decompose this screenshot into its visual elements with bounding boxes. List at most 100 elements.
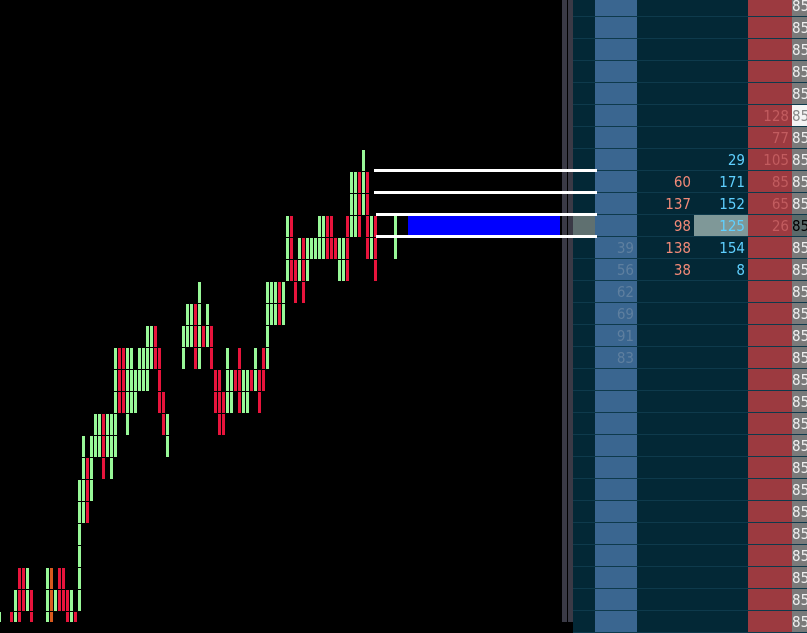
buy-volume-cell[interactable] <box>694 369 748 391</box>
ladder-row[interactable]: 85 <box>573 83 807 105</box>
price-chart[interactable] <box>0 0 560 622</box>
ladder-row[interactable]: 85 <box>573 523 807 545</box>
price-cell[interactable]: 85 <box>792 61 807 83</box>
ladder-row[interactable]: 69 85 <box>573 303 807 325</box>
buy-volume-cell[interactable]: 171 <box>694 171 748 193</box>
ask-size-cell[interactable]: 85 <box>748 171 792 193</box>
ask-size-cell[interactable] <box>748 237 792 259</box>
ladder-marker-cell[interactable] <box>573 479 595 501</box>
ladder-marker-cell[interactable] <box>573 567 595 589</box>
price-ladder[interactable]: 8585858585128857785291058560171858513715… <box>573 0 807 633</box>
ladder-row[interactable]: 85 <box>573 0 807 17</box>
buy-volume-cell[interactable] <box>694 457 748 479</box>
ladder-marker-cell[interactable] <box>573 149 595 171</box>
bid-size-cell[interactable] <box>595 17 637 39</box>
ladder-marker-cell[interactable] <box>573 413 595 435</box>
buy-volume-cell[interactable] <box>694 501 748 523</box>
bid-size-cell[interactable] <box>595 171 637 193</box>
buy-volume-cell[interactable] <box>694 281 748 303</box>
ladder-row[interactable]: 98 125 2685 <box>573 215 807 237</box>
ask-size-cell[interactable] <box>748 545 792 567</box>
ladder-row[interactable]: 85 <box>573 17 807 39</box>
bid-size-cell[interactable] <box>595 127 637 149</box>
ladder-marker-cell[interactable] <box>573 259 595 281</box>
ask-size-cell[interactable]: 77 <box>748 127 792 149</box>
sell-volume-cell[interactable] <box>637 105 694 127</box>
sell-volume-cell[interactable] <box>637 17 694 39</box>
price-cell[interactable]: 85 <box>792 611 807 633</box>
bid-size-cell[interactable] <box>595 0 637 17</box>
ladder-marker-cell[interactable] <box>573 17 595 39</box>
price-level-line[interactable] <box>374 191 597 194</box>
ask-size-cell[interactable]: 65 <box>748 193 792 215</box>
ask-size-cell[interactable] <box>748 281 792 303</box>
ladder-row[interactable]: 85 <box>573 413 807 435</box>
ask-size-cell[interactable]: 128 <box>748 105 792 127</box>
ladder-row[interactable]: 85 <box>573 435 807 457</box>
price-cell[interactable]: 85 <box>792 501 807 523</box>
panel-splitter[interactable] <box>562 0 567 622</box>
sell-volume-cell[interactable] <box>637 0 694 17</box>
price-cell[interactable]: 85 <box>792 545 807 567</box>
bid-size-cell[interactable] <box>595 369 637 391</box>
price-cell[interactable]: 85 <box>792 149 807 171</box>
ladder-row[interactable]: 91 85 <box>573 325 807 347</box>
buy-volume-cell[interactable] <box>694 435 748 457</box>
bid-size-cell[interactable] <box>595 61 637 83</box>
price-cell[interactable]: 85 <box>792 127 807 149</box>
bid-size-cell[interactable]: 69 <box>595 303 637 325</box>
ladder-row[interactable]: 39 138 154 85 <box>573 237 807 259</box>
ask-size-cell[interactable] <box>748 413 792 435</box>
buy-volume-cell[interactable] <box>694 567 748 589</box>
bid-size-cell[interactable] <box>595 391 637 413</box>
bid-size-cell[interactable] <box>595 193 637 215</box>
buy-volume-cell[interactable] <box>694 0 748 17</box>
ladder-row[interactable]: 85 <box>573 567 807 589</box>
ladder-marker-cell[interactable] <box>573 435 595 457</box>
ladder-row[interactable]: 85 <box>573 479 807 501</box>
bid-size-cell[interactable] <box>595 215 637 237</box>
ladder-row[interactable]: 85 <box>573 457 807 479</box>
ladder-row[interactable]: 12885 <box>573 105 807 127</box>
sell-volume-cell[interactable]: 38 <box>637 259 694 281</box>
ask-size-cell[interactable] <box>748 479 792 501</box>
ladder-marker-cell[interactable] <box>573 545 595 567</box>
price-cell[interactable]: 85 <box>792 523 807 545</box>
ladder-marker-cell[interactable] <box>573 0 595 17</box>
price-cell[interactable]: 85 <box>792 105 807 127</box>
bid-size-cell[interactable] <box>595 149 637 171</box>
price-cell[interactable]: 85 <box>792 39 807 61</box>
ladder-row[interactable]: 56 38 8 85 <box>573 259 807 281</box>
bid-size-cell[interactable] <box>595 413 637 435</box>
ask-size-cell[interactable] <box>748 325 792 347</box>
sell-volume-cell[interactable] <box>637 325 694 347</box>
ladder-row[interactable]: 85 <box>573 39 807 61</box>
bid-size-cell[interactable] <box>595 501 637 523</box>
bid-size-cell[interactable]: 39 <box>595 237 637 259</box>
ask-size-cell[interactable] <box>748 501 792 523</box>
price-cell[interactable]: 85 <box>792 457 807 479</box>
sell-volume-cell[interactable] <box>637 83 694 105</box>
sell-volume-cell[interactable] <box>637 303 694 325</box>
price-cell[interactable]: 85 <box>792 83 807 105</box>
ask-size-cell[interactable] <box>748 17 792 39</box>
ask-size-cell[interactable] <box>748 391 792 413</box>
ladder-row[interactable]: 85 <box>573 391 807 413</box>
sell-volume-cell[interactable]: 137 <box>637 193 694 215</box>
ladder-marker-cell[interactable] <box>573 237 595 259</box>
ladder-marker-cell[interactable] <box>573 127 595 149</box>
ask-size-cell[interactable]: 26 <box>748 215 792 237</box>
ladder-marker-cell[interactable] <box>573 347 595 369</box>
ask-size-cell[interactable] <box>748 589 792 611</box>
buy-volume-cell[interactable] <box>694 413 748 435</box>
ladder-row[interactable]: 85 <box>573 61 807 83</box>
buy-volume-cell[interactable]: 152 <box>694 193 748 215</box>
bid-size-cell[interactable] <box>595 523 637 545</box>
ladder-marker-cell[interactable] <box>573 61 595 83</box>
sell-volume-cell[interactable] <box>637 39 694 61</box>
ladder-marker-cell[interactable] <box>573 193 595 215</box>
sell-volume-cell[interactable] <box>637 567 694 589</box>
bid-size-cell[interactable] <box>595 545 637 567</box>
sell-volume-cell[interactable]: 138 <box>637 237 694 259</box>
buy-volume-cell[interactable] <box>694 325 748 347</box>
